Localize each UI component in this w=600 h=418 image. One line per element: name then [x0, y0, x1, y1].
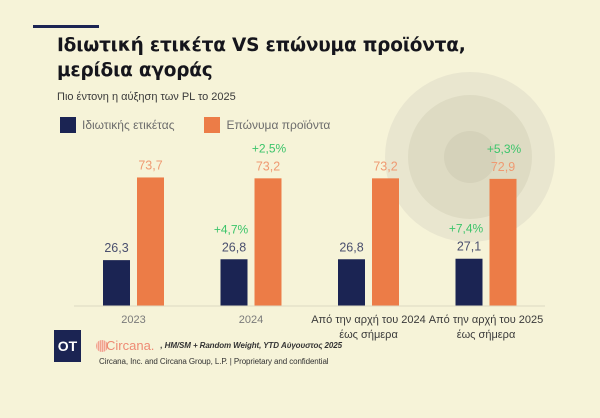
- bar-private-label: [220, 259, 248, 306]
- value-label-brands: 73,7: [138, 158, 162, 172]
- value-label-brands: 73,2: [373, 159, 397, 173]
- bar-brands: [254, 178, 282, 306]
- legend-swatch-brands: [204, 117, 221, 133]
- decor-circle-inner: [444, 131, 496, 183]
- source-note: , HM/SM + Random Weight, YTD Αύγουστος 2…: [160, 341, 342, 350]
- legend-label: Επώνυμα προϊόντα: [226, 118, 331, 132]
- bar-private-label: [103, 260, 130, 306]
- legend: Ιδιωτικής ετικέτας Επώνυμα προϊόντα: [60, 117, 348, 133]
- chart-subtitle: Πιο έντονη η αύξηση των PL το 2025: [57, 91, 236, 103]
- change-label-brands: +5,3%: [487, 142, 522, 156]
- legend-label: Ιδιωτικής ετικέτας: [82, 118, 175, 132]
- bar-private-label: [455, 258, 483, 306]
- change-label-private-label: +7,4%: [449, 222, 484, 236]
- chart-title: Ιδιωτική ετικέτα VS επώνυμα προϊόντα, με…: [57, 35, 466, 81]
- value-label-private-label: 26,3: [104, 241, 128, 255]
- x-tick-label: έως σήμερα: [457, 329, 516, 341]
- value-label-brands: 73,2: [256, 159, 280, 173]
- circana-logo-icon: [96, 339, 108, 352]
- bar-brands: [372, 178, 399, 306]
- source-line: Circana. , HM/SM + Random Weight, YTD Αύ…: [96, 338, 342, 353]
- x-tick-label: 2024: [239, 314, 263, 326]
- bar-brands: [137, 177, 164, 306]
- circana-brand: Circana.: [106, 338, 155, 353]
- value-label-private-label: 26,8: [222, 240, 246, 254]
- legend-item-brands: Επώνυμα προϊόντα: [204, 117, 330, 133]
- value-label-private-label: 27,1: [457, 240, 481, 254]
- value-label-brands: 72,9: [491, 160, 515, 174]
- x-tick-label: Από την αρχή του 2025: [429, 314, 544, 326]
- legend-swatch-private-label: [60, 117, 76, 133]
- x-tick-label: Από την αρχή του 2024: [311, 314, 426, 326]
- ot-logo-badge: OT: [54, 330, 81, 362]
- legend-item-private-label: Ιδιωτικής ετικέτας: [60, 117, 174, 133]
- copyright-note: Circana, Inc. and Circana Group, L.P. | …: [99, 357, 329, 366]
- change-label-private-label: +4,7%: [214, 222, 249, 236]
- value-label-private-label: 26,8: [339, 240, 363, 254]
- title-accent-rule: [33, 25, 99, 28]
- bar-private-label: [338, 259, 365, 306]
- decorative-circles: [385, 72, 555, 242]
- x-tick-label: έως σήμερα: [339, 329, 398, 341]
- x-tick-label: 2023: [121, 314, 145, 326]
- bar-brands: [489, 178, 517, 306]
- change-label-brands: +2,5%: [252, 141, 287, 155]
